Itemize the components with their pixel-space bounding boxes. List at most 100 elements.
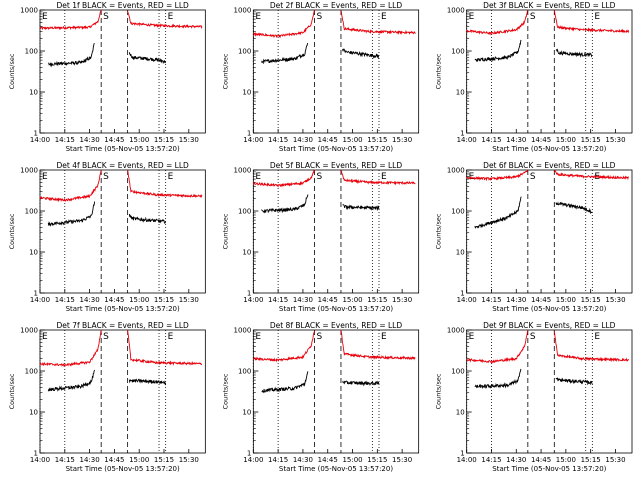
x-tick-label: 15:00 <box>556 296 576 304</box>
x-tick-label: 14:15 <box>55 456 75 464</box>
lld-series-line <box>252 169 315 188</box>
x-tick-label: 14:00 <box>30 296 50 304</box>
panel-title: Det 8f BLACK = Events, RED = LLD <box>270 321 403 330</box>
y-tick-label: 1000 <box>20 167 38 175</box>
events-series-line <box>261 43 308 65</box>
plot-frame <box>252 329 420 454</box>
panel-title: Det 6f BLACK = Events, RED = LLD <box>483 161 616 170</box>
x-tick-label: 15:30 <box>605 456 625 464</box>
y-tick-label: 10 <box>242 249 251 257</box>
y-tick-label: 10 <box>29 409 38 417</box>
detector-panel-6: Det 6f BLACK = Events, RED = LLD 1 10 100 10… <box>435 161 633 313</box>
y-axis-label: Counts/sec <box>435 373 443 409</box>
events-series-line <box>261 194 309 214</box>
x-tick-label: 14:00 <box>30 456 50 464</box>
y-tick-label: 10 <box>456 409 465 417</box>
events-series-line <box>48 43 95 68</box>
x-tick-label: 14:30 <box>293 456 313 464</box>
detector-panel-5: Det 5f BLACK = Events, RED = LLD 1 10 100 10… <box>221 161 420 313</box>
event-marker-label: E <box>469 332 475 342</box>
y-axis-label: Counts/sec <box>435 213 443 249</box>
x-tick-label: 14:45 <box>104 296 124 304</box>
detector-panel-2: Det 2f BLACK = Events, RED = LLD 1 10 100 10… <box>221 1 420 153</box>
x-axis-label: Start Time (05-Nov-05 13:57:20) <box>66 145 180 153</box>
event-marker-label: E <box>168 12 174 22</box>
x-tick-label: 14:45 <box>318 136 338 144</box>
y-tick-label: 1 <box>247 290 251 298</box>
event-marker-label: S <box>530 12 536 22</box>
event-marker-label: E <box>168 332 174 342</box>
event-marker-label: S <box>317 12 323 22</box>
events-series-line <box>128 213 167 224</box>
y-tick-label: 1 <box>34 290 38 298</box>
x-tick-label: 14:30 <box>293 136 313 144</box>
plot-frame <box>39 9 206 134</box>
lld-series-line <box>466 169 529 182</box>
y-tick-label: 1 <box>460 130 464 138</box>
x-tick-label: 14:15 <box>481 296 501 304</box>
events-series-line <box>128 378 167 386</box>
y-tick-label: 1000 <box>447 167 465 175</box>
events-series-line <box>47 201 96 227</box>
events-series-line <box>555 377 593 386</box>
detector-panel-1: Det 1f BLACK = Events, RED = LLD 1 10 100 10… <box>8 1 206 153</box>
x-tick-label: 15:30 <box>392 136 412 144</box>
y-tick-label: 100 <box>25 208 38 216</box>
y-tick-label: 1000 <box>447 327 465 335</box>
y-tick-label: 10 <box>456 89 465 97</box>
plot-frame <box>466 329 633 454</box>
events-series-line <box>342 204 380 212</box>
x-tick-label: 15:15 <box>581 456 601 464</box>
x-tick-label: 14:00 <box>243 136 263 144</box>
x-tick-label: 15:15 <box>154 456 174 464</box>
lld-series-line <box>466 10 529 36</box>
y-axis-label: Counts/sec <box>435 53 443 89</box>
x-tick-label: 15:30 <box>605 296 625 304</box>
lld-series-line <box>39 9 102 31</box>
x-tick-label: 14:45 <box>318 456 338 464</box>
lld-series-line <box>466 329 529 364</box>
event-marker-label: S <box>317 332 323 342</box>
events-series-line <box>47 369 96 392</box>
y-tick-label: 100 <box>238 48 251 56</box>
x-tick-label: 14:30 <box>80 456 100 464</box>
x-tick-label: 14:15 <box>481 136 501 144</box>
detector-panel-7: Det 7f BLACK = Events, RED = LLD 1 10 100 10… <box>8 321 206 473</box>
x-tick-label: 14:00 <box>457 136 477 144</box>
x-tick-label: 15:00 <box>342 296 362 304</box>
x-tick-label: 15:15 <box>581 136 601 144</box>
panel-title: Det 4f BLACK = Events, RED = LLD <box>57 161 190 170</box>
y-tick-label: 10 <box>29 89 38 97</box>
y-tick-label: 1 <box>34 130 38 138</box>
lld-series-line <box>340 169 416 186</box>
detector-panel-8: Det 8f BLACK = Events, RED = LLD 1 10 100 10… <box>221 321 420 473</box>
y-tick-label: 100 <box>25 48 38 56</box>
event-marker-label: E <box>255 12 261 22</box>
plot-frame <box>466 9 633 134</box>
x-axis-label: Start Time (05-Nov-05 13:57:20) <box>492 465 606 473</box>
lld-series-line <box>553 9 630 34</box>
event-marker-label: E <box>42 12 48 22</box>
event-marker-label: E <box>381 12 387 22</box>
event-marker-label: S <box>103 332 109 342</box>
y-axis-label: Counts/sec <box>8 53 16 89</box>
x-tick-label: 15:30 <box>605 136 625 144</box>
x-tick-label: 15:30 <box>392 296 412 304</box>
event-marker-label: S <box>103 172 109 182</box>
lld-series-line <box>340 10 416 36</box>
x-tick-label: 15:30 <box>179 296 199 304</box>
panel-title: Det 7f BLACK = Events, RED = LLD <box>57 321 190 330</box>
event-marker-label: E <box>381 332 387 342</box>
x-tick-label: 14:00 <box>243 296 263 304</box>
event-marker-label: E <box>255 172 261 182</box>
x-tick-label: 15:15 <box>154 136 174 144</box>
lld-series-line <box>553 330 630 363</box>
events-series-line <box>342 48 380 60</box>
x-tick-label: 15:00 <box>342 136 362 144</box>
y-tick-label: 1000 <box>234 327 252 335</box>
x-tick-label: 14:00 <box>30 136 50 144</box>
events-series-line <box>474 368 522 390</box>
x-tick-label: 14:45 <box>318 296 338 304</box>
